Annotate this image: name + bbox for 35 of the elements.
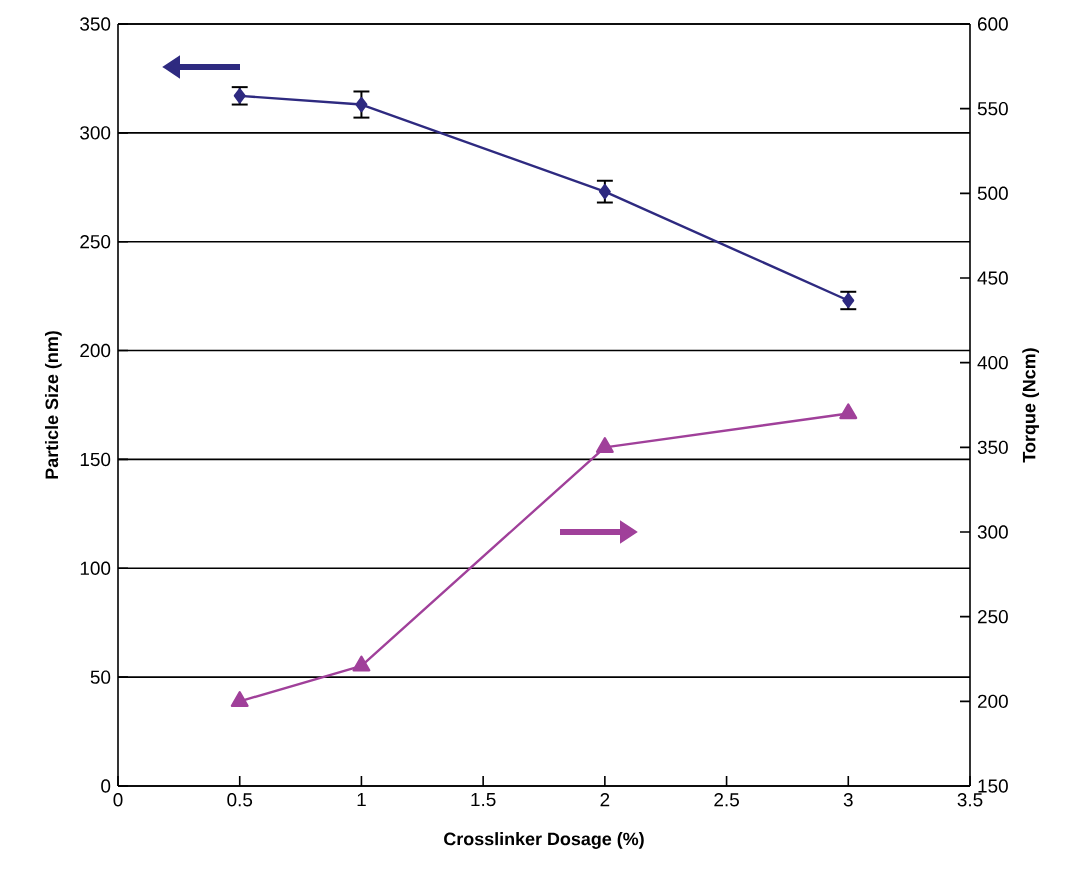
x-tick-label: 0	[113, 793, 123, 807]
y2-tick-label: 550	[977, 101, 1008, 116]
y2-tick-label: 600	[978, 17, 1008, 31]
y2-tick-label: 250	[977, 609, 1008, 624]
y2-tick-label: 150	[978, 779, 1008, 793]
y-tick-label: 200	[80, 343, 111, 358]
y-tick-label: 100	[80, 561, 111, 575]
x-tick-label: 0.5	[227, 793, 253, 807]
y2-tick-label: 350	[977, 440, 1008, 455]
point	[352, 655, 371, 672]
y-tick-label: 0	[101, 779, 111, 793]
y-tick-label: 300	[80, 126, 111, 140]
y-tick-label: 50	[90, 670, 111, 684]
y-tick-label: 250	[80, 235, 111, 249]
point	[598, 184, 611, 200]
point	[839, 403, 858, 420]
x-tick-label: 3.5	[957, 793, 983, 807]
x-tick-label: 2.5	[714, 793, 739, 807]
point	[355, 96, 368, 113]
y-tick-label: 150	[80, 452, 111, 467]
y2-tick-label: 200	[977, 694, 1008, 709]
x-tick-label: 1.5	[471, 793, 496, 807]
y2-tick-label: 500	[977, 186, 1008, 201]
x-tick-label: 3	[843, 793, 853, 807]
y-axis-title: Particle Size (nm)	[44, 331, 62, 479]
y-tick-label: 350	[80, 17, 111, 31]
point	[230, 691, 249, 708]
y2-axis-title: Torque (Ncm)	[1022, 348, 1040, 463]
point	[595, 437, 614, 454]
y2-tick-label: 400	[977, 355, 1008, 370]
y2-tick-label: 300	[977, 525, 1008, 539]
y2-tick-label: 450	[977, 271, 1008, 285]
x-tick-label: 1	[357, 793, 366, 807]
x-tick-label: 2	[600, 793, 610, 807]
x-axis-title: Crosslinker Dosage (%)	[444, 832, 644, 849]
